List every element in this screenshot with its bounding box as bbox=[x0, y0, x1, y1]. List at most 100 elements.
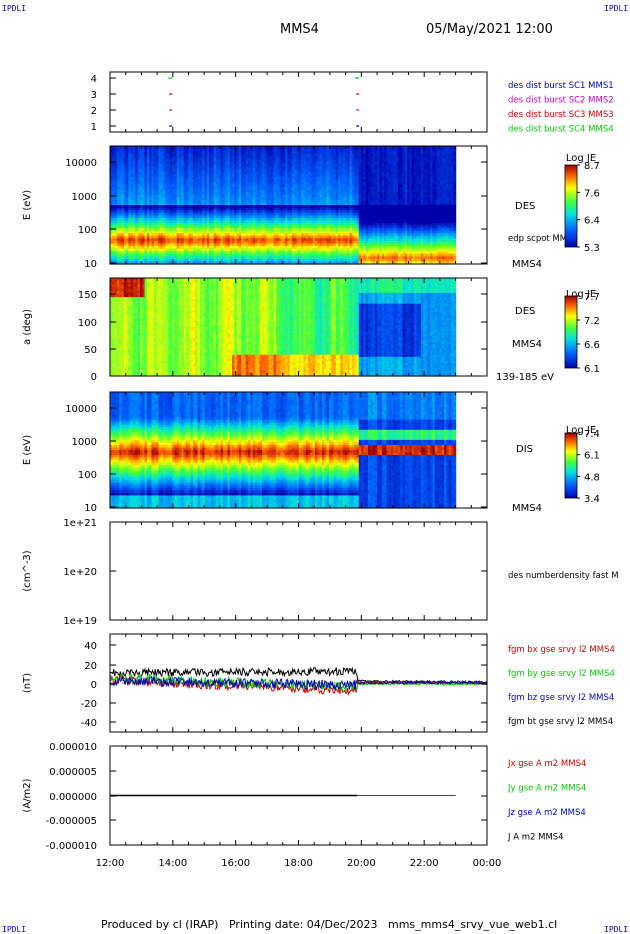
spectrogram-cell bbox=[119, 233, 123, 237]
spectrogram-cell bbox=[144, 253, 148, 257]
spectrogram-cell bbox=[146, 171, 150, 175]
spectrogram-cell bbox=[282, 230, 286, 234]
spectrogram-cell bbox=[197, 253, 201, 257]
spectrogram-cell bbox=[174, 164, 178, 168]
spectrogram-cell bbox=[305, 189, 309, 193]
spectrogram-cell bbox=[213, 171, 217, 175]
spectrogram-cell bbox=[197, 248, 201, 252]
spectrogram-cell bbox=[110, 258, 113, 263]
spectrogram-cell bbox=[206, 248, 210, 252]
spectrogram-cell bbox=[163, 217, 166, 221]
spectrogram-cell bbox=[292, 261, 295, 265]
spectrogram-cell bbox=[156, 243, 159, 247]
spectrogram-cell bbox=[269, 179, 272, 183]
spectrogram-cell bbox=[222, 251, 226, 255]
spectrogram-cell bbox=[241, 233, 245, 237]
spectrogram-cell bbox=[110, 158, 113, 162]
spectrogram-cell bbox=[121, 230, 125, 234]
spectrogram-cell bbox=[190, 205, 194, 209]
spectrogram-cell bbox=[153, 174, 157, 178]
spectrogram-cell bbox=[149, 253, 153, 257]
spectrogram-cell bbox=[169, 240, 173, 245]
spectrogram-cell bbox=[126, 184, 129, 188]
spectrogram-cell bbox=[310, 164, 314, 168]
spectrogram-cell bbox=[142, 233, 146, 237]
spectrogram-cell bbox=[126, 146, 129, 150]
spectrogram-cell bbox=[294, 205, 298, 209]
spectrogram-cell bbox=[137, 156, 141, 160]
spectrogram-cell bbox=[326, 174, 330, 178]
spectrogram-cell bbox=[315, 217, 318, 221]
spectrogram-cell bbox=[169, 217, 173, 221]
spectrogram-cell bbox=[229, 246, 233, 250]
spectrogram-cell bbox=[128, 251, 132, 255]
spectrogram-cell bbox=[301, 251, 305, 255]
spectrogram-cell bbox=[310, 233, 314, 237]
spectrogram-cell bbox=[128, 184, 132, 188]
spectrogram-cell bbox=[172, 220, 176, 224]
spectrogram-cell bbox=[248, 246, 252, 250]
spectrogram-cell bbox=[110, 238, 113, 242]
spectrogram-cell bbox=[331, 187, 335, 191]
spectrogram-cell bbox=[294, 217, 298, 221]
spectrogram-cell bbox=[315, 166, 318, 170]
spectrogram-cell bbox=[112, 171, 116, 175]
spectrogram-cell bbox=[126, 217, 129, 221]
spectrogram-cell bbox=[211, 199, 215, 204]
spectrogram-cell bbox=[220, 197, 224, 201]
spectrogram-cell bbox=[236, 235, 240, 239]
spectrogram-cell bbox=[322, 194, 325, 198]
spectrogram-cell bbox=[218, 246, 222, 250]
spectrogram-cell bbox=[280, 181, 284, 186]
spectrogram-cell bbox=[211, 225, 215, 229]
spectrogram-cell bbox=[308, 197, 311, 201]
spectrogram-cell bbox=[285, 238, 288, 242]
spectrogram-cell bbox=[144, 179, 148, 183]
spectrogram-cell bbox=[204, 197, 208, 201]
spectrogram-cell bbox=[126, 246, 129, 250]
spectrogram-cell bbox=[135, 184, 139, 188]
spectrogram-cell bbox=[273, 225, 277, 229]
spectrogram-cell bbox=[179, 233, 182, 237]
spectrogram-cell bbox=[227, 258, 231, 263]
spectrogram-cell bbox=[305, 223, 309, 227]
spectrogram-cell bbox=[269, 158, 272, 162]
spectrogram-cell bbox=[167, 246, 171, 250]
spectrogram-cell bbox=[308, 184, 311, 188]
spectrogram-cell bbox=[192, 207, 196, 211]
spectrogram-cell bbox=[282, 223, 286, 227]
spectrogram-cell bbox=[137, 151, 141, 155]
spectrogram-cell bbox=[331, 207, 335, 211]
spectrogram-cell bbox=[241, 230, 245, 234]
spectrogram-cell bbox=[153, 161, 157, 165]
spectrogram-cell bbox=[264, 189, 268, 193]
spectrogram-cell bbox=[211, 146, 215, 150]
spectrogram-cell bbox=[183, 171, 187, 175]
spectrogram-cell bbox=[123, 230, 127, 234]
spectrogram-cell bbox=[142, 148, 146, 152]
spectrogram-cell bbox=[229, 174, 233, 178]
spectrogram-cell bbox=[282, 228, 286, 232]
spectrogram-cell bbox=[156, 215, 159, 219]
spectrogram-cell bbox=[301, 256, 305, 260]
spectrogram-cell bbox=[153, 228, 157, 232]
spectrogram-cell bbox=[144, 171, 148, 175]
spectrogram-cell bbox=[199, 225, 203, 229]
spectrogram-cell bbox=[146, 258, 150, 263]
spectrogram-cell bbox=[153, 253, 157, 257]
spectrogram-cell bbox=[262, 235, 265, 239]
spectrogram-cell bbox=[149, 228, 153, 232]
datetime-title: 05/May/2021 12:00 bbox=[426, 22, 553, 37]
spectrogram-cell bbox=[257, 146, 261, 150]
spectrogram-cell bbox=[220, 176, 224, 180]
spectrogram-cell bbox=[225, 240, 229, 245]
spectrogram-cell bbox=[285, 166, 288, 170]
spectrogram-cell bbox=[151, 261, 155, 265]
spectrogram-cell bbox=[112, 212, 116, 216]
spectrogram-cell bbox=[225, 192, 229, 196]
spectrogram-cell bbox=[292, 248, 295, 252]
spectrogram-cell bbox=[248, 240, 252, 245]
spectrogram-cell bbox=[204, 192, 208, 196]
spectrogram-cell bbox=[112, 235, 116, 239]
spectrogram-cell bbox=[218, 181, 222, 186]
